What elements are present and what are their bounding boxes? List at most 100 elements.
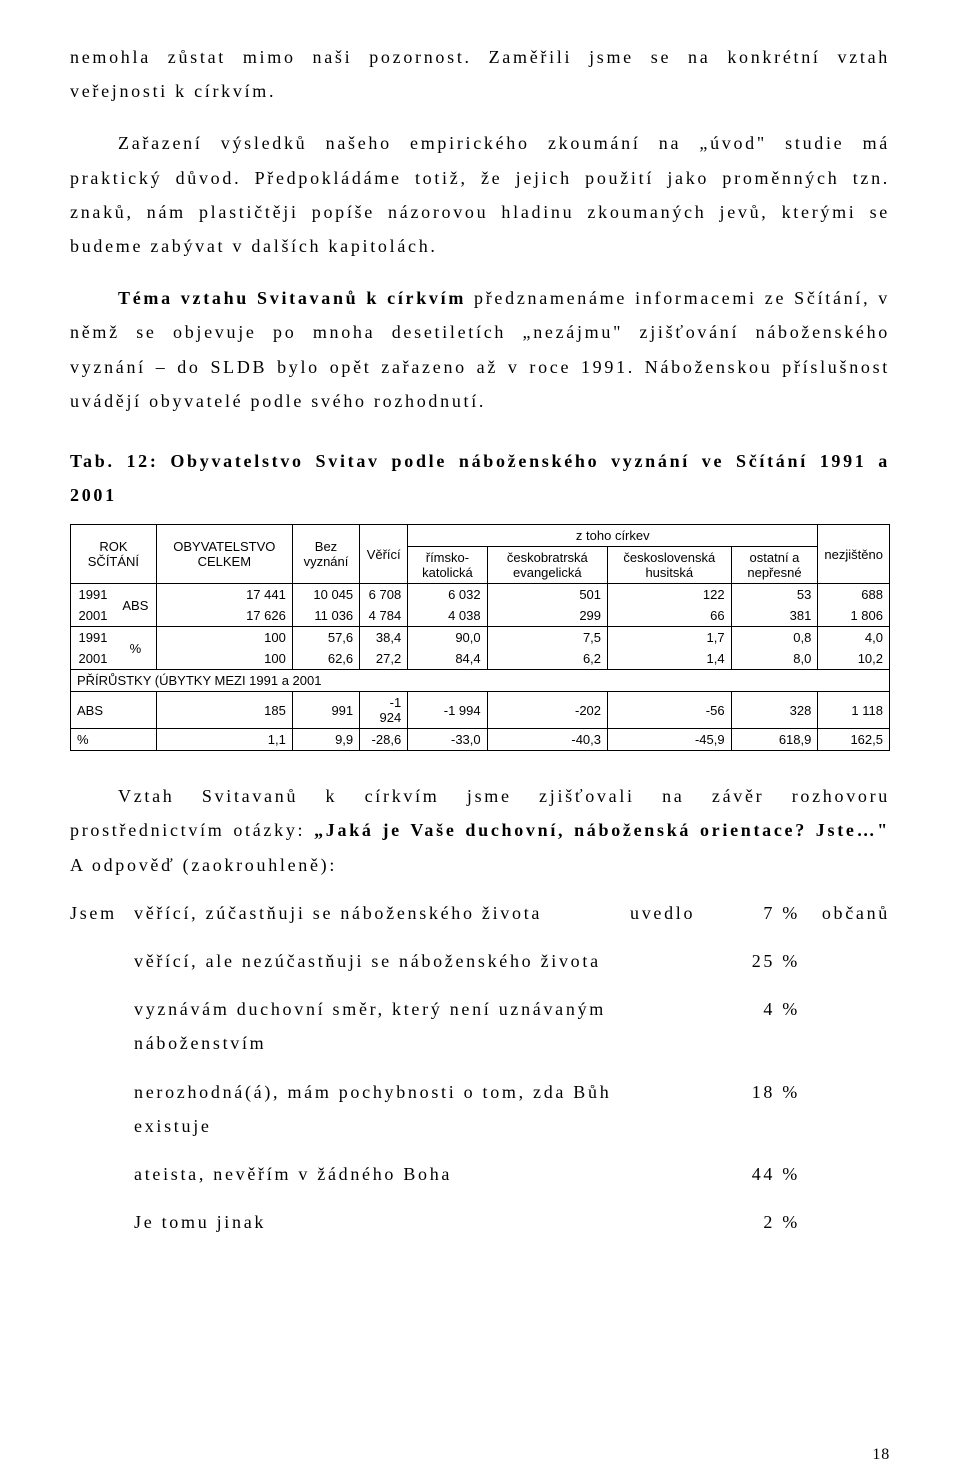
answer-lead: Jsem bbox=[70, 896, 134, 930]
cell: 688 bbox=[818, 584, 890, 606]
cell: 62,6 bbox=[292, 648, 359, 670]
table-row: 2001 100 62,6 27,2 84,4 6,2 1,4 8,0 10,2 bbox=[71, 648, 890, 670]
cell: 1 806 bbox=[818, 605, 890, 627]
paragraph-3: Téma vztahu Svitavanů k církvím předznam… bbox=[70, 281, 890, 418]
cell: 8,0 bbox=[731, 648, 818, 670]
th-rim: římsko-katolická bbox=[408, 547, 487, 584]
cell: 4 038 bbox=[408, 605, 487, 627]
paragraph-2: Zařazení výsledků našeho empirického zko… bbox=[70, 126, 890, 263]
cell: 299 bbox=[487, 605, 607, 627]
table-caption: Tab. 12: Obyvatelstvo Svitav podle nábož… bbox=[70, 444, 890, 512]
table-row: PŘÍRŮSTKY (ÚBYTKY MEZI 1991 a 2001 bbox=[71, 670, 890, 692]
cell: -1 994 bbox=[408, 692, 487, 729]
answer-pct: 7 % bbox=[720, 896, 800, 930]
cell: 84,4 bbox=[408, 648, 487, 670]
cell: 17 626 bbox=[156, 605, 292, 627]
cell: 38,4 bbox=[360, 627, 408, 649]
cell: 27,2 bbox=[360, 648, 408, 670]
cell: -40,3 bbox=[487, 729, 607, 751]
cell: 100 bbox=[156, 648, 292, 670]
cell: 1,1 bbox=[156, 729, 292, 751]
cell: -33,0 bbox=[408, 729, 487, 751]
cell: 1,7 bbox=[608, 627, 732, 649]
th-obyv: OBYVATELSTVO CELKEM bbox=[156, 525, 292, 584]
cell: 7,5 bbox=[487, 627, 607, 649]
question-intro-bold: „Jaká je Vaše duchovní, náboženská orien… bbox=[314, 820, 890, 840]
answer-row: Jsem věřící, zúčastňuji se náboženského … bbox=[70, 896, 890, 930]
th-rok: ROK SČÍTÁNÍ bbox=[71, 525, 157, 584]
cell-rok: % bbox=[71, 729, 157, 751]
th-cesbr: českobratrská evangelická bbox=[487, 547, 607, 584]
cell: 6,2 bbox=[487, 648, 607, 670]
th-nez: nezjištěno bbox=[818, 525, 890, 584]
cell: 1,4 bbox=[608, 648, 732, 670]
cell: 10 045 bbox=[292, 584, 359, 606]
paragraph-1: nemohla zůstat mimo naši pozornost. Zamě… bbox=[70, 40, 890, 108]
cell: -28,6 bbox=[360, 729, 408, 751]
cell: 185 bbox=[156, 692, 292, 729]
cell: 17 441 bbox=[156, 584, 292, 606]
table-row: 2001 17 626 11 036 4 784 4 038 299 66 38… bbox=[71, 605, 890, 627]
cell: 4,0 bbox=[818, 627, 890, 649]
cell-rok: 1991 bbox=[71, 584, 115, 606]
th-bez: Bez vyznání bbox=[292, 525, 359, 584]
cell: 618,9 bbox=[731, 729, 818, 751]
answer-text: Je tomu jinak bbox=[134, 1205, 630, 1239]
th-ztoho: z toho církev bbox=[408, 525, 818, 547]
cell-abs-label: ABS bbox=[115, 584, 156, 627]
answer-text: vyznávám duchovní směr, který není uznáv… bbox=[134, 992, 630, 1060]
cell-rok: 2001 bbox=[71, 605, 115, 627]
page-number: 18 bbox=[872, 1446, 890, 1464]
cell-rok: 1991 bbox=[71, 627, 115, 649]
answer-text: věřící, zúčastňuji se náboženského život… bbox=[134, 896, 630, 930]
cell: 10,2 bbox=[818, 648, 890, 670]
cell: 4 784 bbox=[360, 605, 408, 627]
answer-row: Je tomu jinak 2 % bbox=[70, 1205, 890, 1239]
cell: 162,5 bbox=[818, 729, 890, 751]
answer-pct: 18 % bbox=[720, 1075, 800, 1109]
table-row: 1991 % 100 57,6 38,4 90,0 7,5 1,7 0,8 4,… bbox=[71, 627, 890, 649]
answer-row: věřící, ale nezúčastňuji se náboženského… bbox=[70, 944, 890, 978]
cell: 66 bbox=[608, 605, 732, 627]
cell: -1 924 bbox=[360, 692, 408, 729]
answer-uvedlo: uvedlo bbox=[630, 896, 720, 930]
answer-row: nerozhodná(á), mám pochybnosti o tom, zd… bbox=[70, 1075, 890, 1143]
answer-row: vyznávám duchovní směr, který není uznáv… bbox=[70, 992, 890, 1060]
cell: 1 118 bbox=[818, 692, 890, 729]
cell: 90,0 bbox=[408, 627, 487, 649]
answer-obcanu: občanů bbox=[800, 896, 890, 930]
cell: 6 708 bbox=[360, 584, 408, 606]
question-intro: Vztah Svitavanů k církvím jsme zjišťoval… bbox=[70, 779, 890, 882]
th-verici: Věřící bbox=[360, 525, 408, 584]
answer-pct: 44 % bbox=[720, 1157, 800, 1191]
cell: 328 bbox=[731, 692, 818, 729]
table-row: 1991 ABS 17 441 10 045 6 708 6 032 501 1… bbox=[71, 584, 890, 606]
cell: -45,9 bbox=[608, 729, 732, 751]
cell: 6 032 bbox=[408, 584, 487, 606]
cell: 501 bbox=[487, 584, 607, 606]
cell: 381 bbox=[731, 605, 818, 627]
th-csl: československá husitská bbox=[608, 547, 732, 584]
prirustky-label: PŘÍRŮSTKY (ÚBYTKY MEZI 1991 a 2001 bbox=[71, 670, 890, 692]
cell: 991 bbox=[292, 692, 359, 729]
question-intro-b: A odpověď (zaokrouhleně): bbox=[70, 855, 337, 875]
answer-text: nerozhodná(á), mám pochybnosti o tom, zd… bbox=[134, 1075, 630, 1143]
answer-pct: 25 % bbox=[720, 944, 800, 978]
paragraph-3-bold: Téma vztahu Svitavanů k církvím bbox=[118, 288, 466, 308]
religion-table: ROK SČÍTÁNÍ OBYVATELSTVO CELKEM Bez vyzn… bbox=[70, 524, 890, 751]
cell: 100 bbox=[156, 627, 292, 649]
cell-rok: ABS bbox=[71, 692, 157, 729]
cell: 57,6 bbox=[292, 627, 359, 649]
answer-row: ateista, nevěřím v žádného Boha 44 % bbox=[70, 1157, 890, 1191]
answer-text: ateista, nevěřím v žádného Boha bbox=[134, 1157, 630, 1191]
cell-rok: 2001 bbox=[71, 648, 115, 670]
answer-text: věřící, ale nezúčastňuji se náboženského… bbox=[134, 944, 630, 978]
table-row: ABS 185 991 -1 924 -1 994 -202 -56 328 1… bbox=[71, 692, 890, 729]
table-body: 1991 ABS 17 441 10 045 6 708 6 032 501 1… bbox=[71, 584, 890, 751]
cell: 53 bbox=[731, 584, 818, 606]
cell: 122 bbox=[608, 584, 732, 606]
cell: -202 bbox=[487, 692, 607, 729]
answers-list: Jsem věřící, zúčastňuji se náboženského … bbox=[70, 896, 890, 1240]
answer-pct: 2 % bbox=[720, 1205, 800, 1239]
answer-pct: 4 % bbox=[720, 992, 800, 1026]
